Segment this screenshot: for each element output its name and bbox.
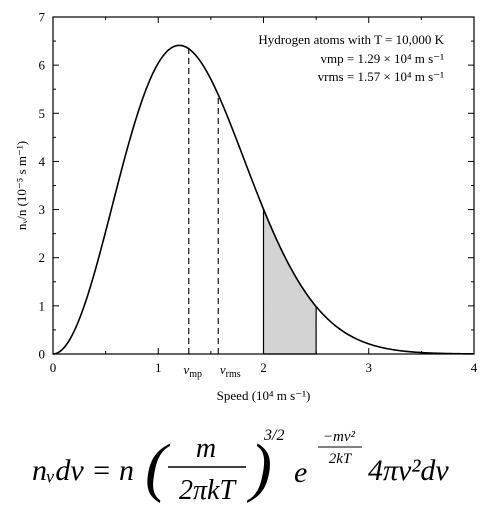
- y-tick-label: 6: [39, 58, 46, 73]
- formula: nᵥdv = n () m 2πkT 3/2 e −mv² 2kT 4πv²dv: [32, 427, 449, 506]
- x-tick-label: 2: [260, 360, 267, 375]
- y-tick-label: 5: [39, 106, 46, 121]
- formula-exp-base: e: [294, 456, 307, 489]
- y-tick-label: 0: [39, 347, 46, 362]
- x-tick-label: 1: [155, 360, 162, 375]
- formula-exp-den: 2kT: [329, 451, 353, 467]
- formula-exp-num: −mv²: [323, 429, 356, 445]
- formula-power: 3/2: [263, 427, 284, 444]
- y-tick-label: 2: [39, 250, 46, 265]
- y-tick-label: 4: [39, 154, 46, 169]
- formula-lhs: nᵥdv = n: [32, 454, 134, 487]
- y-tick-label: 7: [39, 10, 46, 25]
- x-tick-label: 4: [471, 360, 478, 375]
- distribution-curve: [52, 44, 475, 355]
- x-axis-label: Speed (10⁴ m s⁻¹): [217, 388, 311, 403]
- y-axis-label: nᵥ/n (10⁻⁵ s m⁻¹): [14, 141, 29, 230]
- x-tick-label: 0: [50, 360, 57, 375]
- y-tick-label: 1: [39, 298, 46, 313]
- y-tick-label: 3: [39, 202, 46, 217]
- formula-fraction-den: 2πkT: [179, 475, 237, 506]
- marker-label-vmp: vmp: [183, 362, 202, 380]
- annotation-line-2: vmp = 1.29 × 10⁴ m s⁻¹: [321, 51, 445, 66]
- formula-left-paren: (: [145, 431, 171, 504]
- formula-right-paren: ): [246, 431, 272, 504]
- x-tick-label: 3: [366, 360, 373, 375]
- annotation-line-1: Hydrogen atoms with T = 10,000 K: [258, 32, 444, 47]
- shaded-region: [262, 208, 317, 355]
- formula-tail: 4πv²dv: [368, 454, 449, 487]
- formula-fraction-num: m: [196, 433, 216, 464]
- plot-area: 0 1 2 3 4 0 1 2 3 4 5 6 7 vmp vrms Speed (10⁴ m s⁻¹) nᵥ/…: [14, 10, 478, 404]
- annotation-line-3: vrms = 1.57 × 10⁴ m s⁻¹: [318, 69, 444, 84]
- marker-label-vrms: vrms: [220, 362, 241, 380]
